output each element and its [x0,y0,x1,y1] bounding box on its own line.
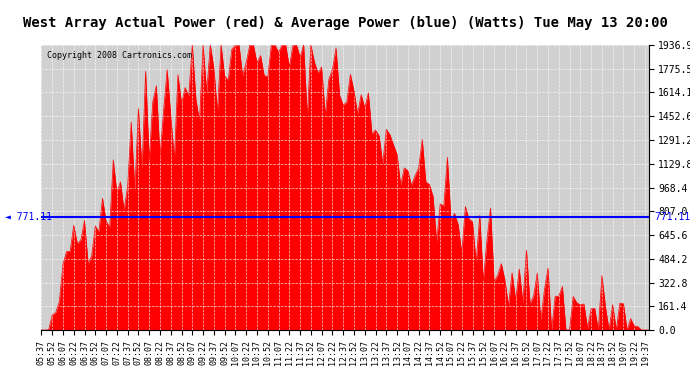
Text: Copyright 2008 Cartronics.com: Copyright 2008 Cartronics.com [48,51,193,60]
Text: West Array Actual Power (red) & Average Power (blue) (Watts) Tue May 13 20:00: West Array Actual Power (red) & Average … [23,15,667,30]
Text: ◄ 771.11: ◄ 771.11 [5,211,52,222]
Text: 771.11 ►: 771.11 ► [655,211,690,222]
